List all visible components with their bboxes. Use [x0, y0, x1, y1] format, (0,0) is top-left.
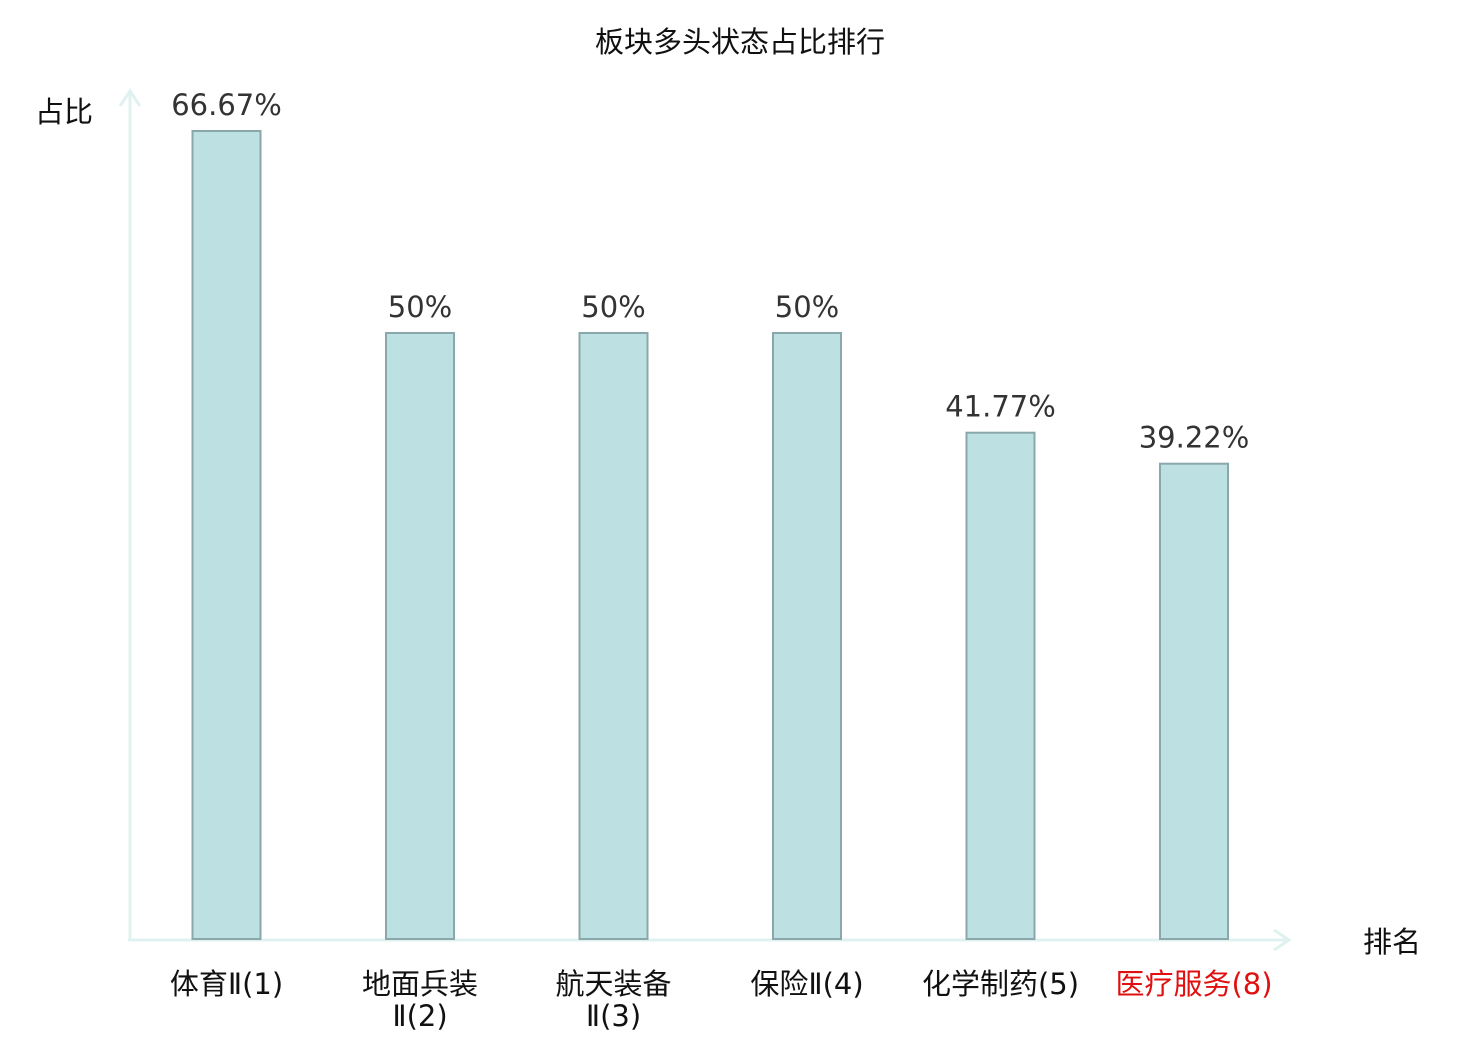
bar	[1159, 462, 1229, 940]
bar	[965, 431, 1036, 940]
x-tick-label: 保险Ⅱ(4)	[750, 967, 863, 1001]
x-tick-label-line: 医疗服务(8)	[1115, 967, 1272, 1001]
category-labels-group: 体育Ⅱ(1) 地面兵装 Ⅱ(2) 航天装备 Ⅱ(3) 保险Ⅱ(4) 化学制药(5) 医疗服务(…	[170, 967, 1273, 1033]
x-tick-label-line: 地面兵装	[362, 967, 478, 1001]
bar-value-label: 50%	[775, 290, 839, 324]
x-axis-arrow	[1273, 928, 1292, 952]
y-axis-label: 占比	[35, 95, 93, 129]
x-tick-label-line: Ⅱ(3)	[586, 999, 641, 1033]
x-tick-label: 地面兵装 Ⅱ(2)	[362, 967, 478, 1033]
bar-value-label: 39.22%	[1139, 421, 1250, 455]
y-axis-arrow	[118, 88, 142, 107]
bars-group	[191, 130, 1229, 940]
chart-title: 板块多头状态占比排行	[595, 25, 885, 59]
x-tick-label: 化学制药(5)	[922, 967, 1079, 1001]
bar	[772, 332, 842, 940]
x-tick-label: 医疗服务(8)	[1115, 967, 1272, 1001]
value-labels-group: 66.67% 50% 50% 50% 41.77% 39.22%	[171, 88, 1249, 455]
bar-value-label: 50%	[388, 290, 452, 324]
x-tick-label-line: 化学制药(5)	[922, 967, 1079, 1001]
x-tick-label-line: 航天装备	[555, 967, 671, 1001]
bar	[385, 332, 455, 940]
x-tick-label: 航天装备 Ⅱ(3)	[555, 967, 671, 1033]
bar-value-label: 50%	[581, 290, 645, 324]
x-axis-label: 排名	[1363, 925, 1421, 959]
x-tick-label-line: 保险Ⅱ(4)	[750, 967, 863, 1001]
bar-value-label: 66.67%	[171, 88, 282, 122]
bar-value-label: 41.77%	[945, 390, 1056, 424]
x-tick-label: 体育Ⅱ(1)	[170, 967, 283, 1001]
x-tick-label-line: Ⅱ(2)	[392, 999, 447, 1033]
bar	[191, 130, 262, 940]
bar	[578, 332, 649, 940]
x-tick-label-line: 体育Ⅱ(1)	[170, 967, 283, 1001]
